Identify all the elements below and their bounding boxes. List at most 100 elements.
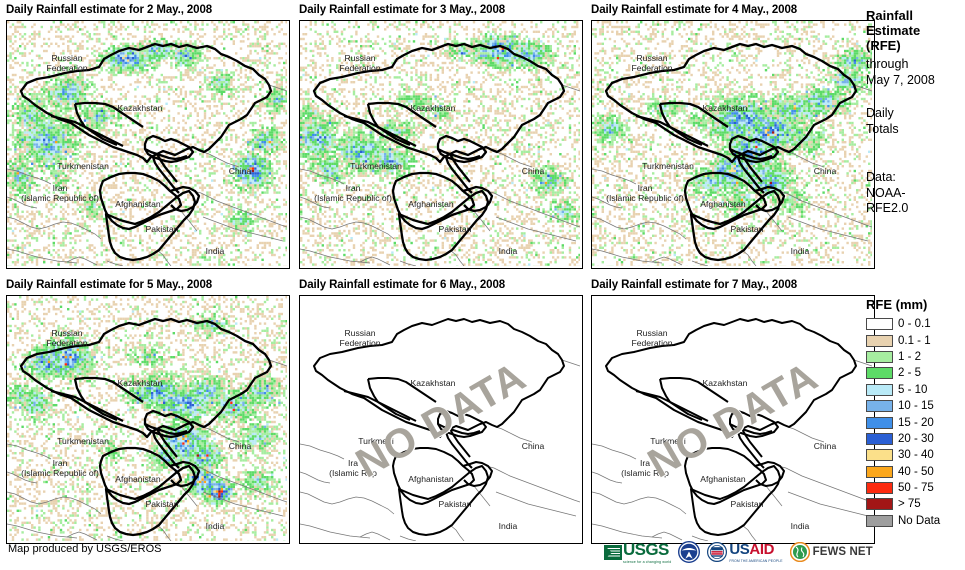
country-label-afghanistan: Afghanistan xyxy=(408,474,454,484)
country-label-russian-federation: Federation xyxy=(339,338,380,348)
country-label-india: India xyxy=(791,246,810,256)
country-label-afghanistan: Afghanistan xyxy=(115,199,161,209)
country-label-russian-federation: Russian xyxy=(344,53,375,63)
legend-label-9: 40 - 50 xyxy=(898,466,934,478)
sidebar-title: Rainfall Estimate (RFE) xyxy=(866,8,920,53)
panel-title-p6: Daily Rainfall estimate for 7 May., 2008 xyxy=(591,279,797,291)
legend-swatch-1 xyxy=(866,334,893,347)
country-label-kazakhstan: Kazakhstan xyxy=(118,378,163,388)
map-p2[interactable]: Russian Federation Kazakhstan Turkmenistan I… xyxy=(299,20,583,269)
country-label-india: India xyxy=(499,521,518,531)
panel-p3: Daily Rainfall estimate for 4 May., 2008… xyxy=(591,4,875,269)
panel-p4: Daily Rainfall estimate for 5 May., 2008… xyxy=(6,279,290,544)
neighbour-borders xyxy=(300,359,580,541)
country-label-pakistan: Pakistan xyxy=(731,499,764,509)
legend-row-4: 5 - 10 xyxy=(866,382,940,398)
usaid-tagline: FROM THE AMERICAN PEOPLE xyxy=(729,559,782,563)
legend-swatch-10 xyxy=(866,482,893,495)
legend: 0 - 0.1 0.1 - 1 1 - 2 2 - 5 5 - 10 10 - 15 15 … xyxy=(866,316,940,529)
country-label-india: India xyxy=(206,246,225,256)
neighbour-borders xyxy=(592,84,872,266)
country-label-iran-islamic-republic-of: Ira xyxy=(640,458,650,468)
legend-swatch-2 xyxy=(866,350,893,363)
neighbour-borders xyxy=(7,84,287,266)
sidebar-title-line-1: Rainfall xyxy=(866,8,920,23)
focus-country-borders xyxy=(312,42,566,262)
sidebar-data-line-2: NOAA- xyxy=(866,186,908,202)
neighbour-borders xyxy=(592,359,872,541)
usgs-logo: USGS science for a changing world xyxy=(604,540,671,564)
country-label-pakistan: Pakistan xyxy=(439,224,472,234)
country-label-afghanistan: Afghanistan xyxy=(408,199,454,209)
legend-label-2: 1 - 2 xyxy=(898,351,921,363)
legend-label-6: 15 - 20 xyxy=(898,417,934,429)
country-label-china: China xyxy=(229,441,252,451)
usgs-mark-icon xyxy=(604,544,622,560)
map-p5[interactable]: Russian Federation Kazakhstan Turkmeni Ira (I… xyxy=(299,295,583,544)
legend-swatch-6 xyxy=(866,416,893,429)
legend-title: RFE (mm) xyxy=(866,297,927,312)
sidebar-through: through May 7, 2008 xyxy=(866,57,935,88)
legend-label-5: 10 - 15 xyxy=(898,400,934,412)
country-label-china: China xyxy=(814,166,837,176)
map-p4[interactable]: Russian Federation Kazakhstan Turkmenistan I… xyxy=(6,295,290,544)
country-label-russian-federation: Russian xyxy=(636,328,667,338)
country-label-russian-federation: Federation xyxy=(631,63,672,73)
neighbour-borders xyxy=(7,359,287,541)
country-label-turkmenistan: Turkmenistan xyxy=(350,161,402,171)
country-label-pakistan: Pakistan xyxy=(439,499,472,509)
sidebar-data-source: Data: NOAA- RFE2.0 xyxy=(866,170,908,217)
noaa-logo xyxy=(678,541,701,563)
sidebar: Rainfall Estimate (RFE) through May 7, 2… xyxy=(866,0,965,570)
country-label-russian-federation: Federation xyxy=(631,338,672,348)
legend-swatch-0 xyxy=(866,318,893,331)
country-label-russian-federation: Russian xyxy=(344,328,375,338)
usgs-tagline: science for a changing world xyxy=(623,560,671,564)
country-label-afghanistan: Afghanistan xyxy=(700,199,746,209)
country-label-turkmenistan: Turkmenistan xyxy=(642,161,694,171)
country-label-turkmenistan: Turkmeni xyxy=(650,436,686,446)
legend-row-10: 50 - 75 xyxy=(866,480,940,496)
usgs-wordmark: USGS xyxy=(623,540,671,560)
map-p1[interactable]: Russian Federation Kazakhstan Turkmenistan I… xyxy=(6,20,290,269)
map-credit: Map produced by USGS/EROS xyxy=(8,543,161,555)
legend-label-7: 20 - 30 xyxy=(898,433,934,445)
legend-label-8: 30 - 40 xyxy=(898,449,934,461)
panel-p1: Daily Rainfall estimate for 2 May., 2008… xyxy=(6,4,290,269)
neighbour-borders xyxy=(300,84,580,266)
country-label-kazakhstan: Kazakhstan xyxy=(411,103,456,113)
country-label-india: India xyxy=(206,521,225,531)
legend-swatch-12 xyxy=(866,514,893,527)
legend-swatch-5 xyxy=(866,400,893,413)
country-label-iran-islamic-republic-of: Iran xyxy=(638,183,653,193)
map-p3[interactable]: Russian Federation Kazakhstan Turkmenistan I… xyxy=(591,20,875,269)
country-label-russian-federation: Federation xyxy=(46,63,87,73)
country-label-pakistan: Pakistan xyxy=(146,499,179,509)
country-label-kazakhstan: Kazakhstan xyxy=(411,378,456,388)
legend-swatch-11 xyxy=(866,498,893,511)
map-p6[interactable]: Russian Federation Kazakhstan Turkmeni Ira (I… xyxy=(591,295,875,544)
sidebar-totals: Daily Totals xyxy=(866,106,899,137)
legend-row-5: 10 - 15 xyxy=(866,398,940,414)
sidebar-totals-line-2: Totals xyxy=(866,122,899,138)
country-label-pakistan: Pakistan xyxy=(146,224,179,234)
country-label-china: China xyxy=(522,166,545,176)
country-label-afghanistan: Afghanistan xyxy=(115,474,161,484)
legend-label-1: 0.1 - 1 xyxy=(898,335,931,347)
sidebar-data-line-3: RFE2.0 xyxy=(866,201,908,217)
legend-swatch-8 xyxy=(866,449,893,462)
legend-label-10: 50 - 75 xyxy=(898,482,934,494)
usaid-seal-icon xyxy=(707,542,728,562)
panel-title-p4: Daily Rainfall estimate for 5 May., 2008 xyxy=(6,279,212,291)
panel-title-p2: Daily Rainfall estimate for 3 May., 2008 xyxy=(299,4,505,16)
country-label-russian-federation: Russian xyxy=(636,53,667,63)
legend-row-11: > 75 xyxy=(866,496,940,512)
panel-title-p3: Daily Rainfall estimate for 4 May., 2008 xyxy=(591,4,797,16)
sidebar-totals-line-1: Daily xyxy=(866,106,899,122)
country-label-turkmenistan: Turkmenistan xyxy=(57,436,109,446)
